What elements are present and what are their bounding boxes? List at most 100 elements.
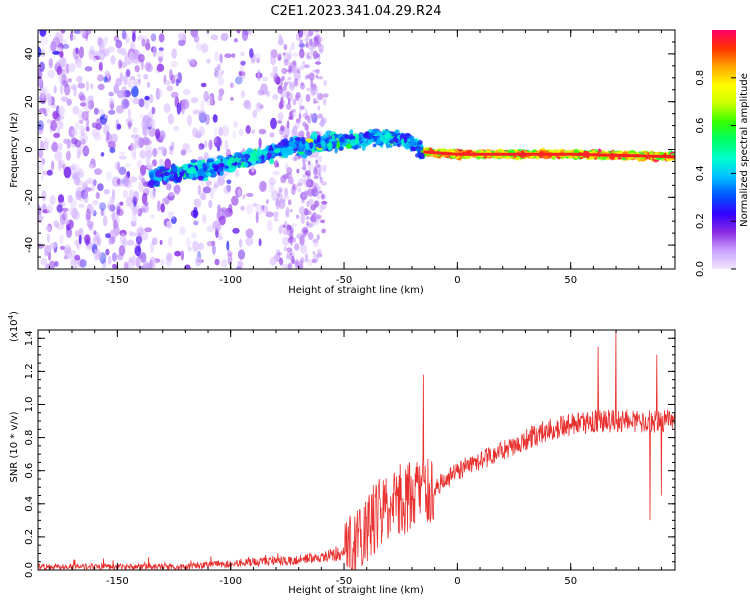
noise-blob	[190, 97, 199, 104]
signal-blob	[328, 138, 337, 142]
noise-blob	[242, 30, 251, 36]
noise-blob	[119, 155, 127, 160]
noise-blob	[186, 114, 193, 126]
noise-blob	[287, 76, 292, 81]
signal-blob	[358, 136, 363, 141]
noise-blob	[315, 74, 319, 79]
noise-blob	[135, 235, 143, 245]
noise-blob	[272, 66, 278, 74]
noise-blob	[222, 125, 230, 137]
noise-blob	[302, 60, 306, 66]
noise-blob	[168, 236, 173, 248]
x-tick-label: 0	[454, 275, 460, 286]
noise-blob	[95, 123, 102, 130]
noise-blob	[84, 234, 91, 245]
noise-blob	[315, 68, 320, 74]
noise-blob	[298, 104, 305, 110]
noise-blob	[146, 81, 151, 88]
noise-blob	[240, 51, 245, 57]
noise-blob	[299, 234, 305, 246]
noise-blob	[120, 47, 127, 56]
noise-blob	[127, 122, 133, 127]
noise-blob	[185, 237, 191, 249]
noise-blob	[139, 149, 147, 159]
noise-blob	[93, 179, 97, 187]
noise-blob	[300, 257, 305, 263]
signal-blob	[205, 172, 212, 177]
colorbar-tick-label: 0.4	[695, 165, 706, 181]
noise-blob	[208, 139, 213, 151]
noise-blob	[298, 37, 302, 41]
noise-blob	[72, 47, 80, 60]
colorbar-tick-label: 0.2	[695, 213, 706, 229]
noise-blob	[168, 211, 175, 216]
noise-blob	[119, 72, 124, 82]
noise-blob	[249, 48, 254, 59]
noise-blob	[77, 82, 86, 89]
noise-blob	[300, 82, 305, 90]
noise-blob	[169, 69, 173, 81]
noise-blob	[135, 256, 141, 269]
noise-blob	[232, 227, 240, 234]
noise-blob	[320, 193, 325, 200]
noise-blob	[312, 253, 319, 263]
noise-blob	[203, 186, 212, 194]
noise-blob	[145, 144, 152, 153]
noise-blob	[71, 128, 79, 137]
noise-blob	[57, 194, 65, 204]
signal-blob	[274, 144, 282, 149]
noise-blob	[212, 220, 221, 230]
noise-blob	[101, 119, 107, 125]
noise-blob	[116, 105, 124, 114]
y-tick-label: 0.0	[24, 562, 35, 578]
signal-blob	[202, 162, 207, 170]
noise-blob	[287, 262, 293, 269]
noise-blob	[79, 46, 84, 59]
noise-blob	[310, 78, 314, 85]
noise-blob	[107, 200, 115, 212]
noise-blob	[291, 183, 296, 189]
noise-blob	[221, 258, 228, 268]
noise-blob	[232, 130, 237, 139]
noise-blob	[210, 34, 219, 41]
signal-blob	[349, 139, 357, 147]
noise-blob	[156, 63, 165, 72]
noise-blob	[78, 125, 87, 131]
noise-blob	[285, 69, 292, 73]
noise-blob	[39, 30, 47, 37]
noise-blob	[292, 65, 299, 74]
noise-blob	[122, 33, 129, 39]
noise-blob	[303, 30, 307, 36]
noise-blob	[203, 140, 208, 149]
noise-blob	[144, 95, 150, 101]
noise-blob	[150, 118, 156, 129]
noise-blob	[321, 200, 328, 205]
signal-blob	[298, 151, 305, 155]
noise-blob	[296, 182, 303, 187]
spectrogram-axes: -150 -100 -50 0 50 -40 -20 0 20 40	[24, 29, 675, 286]
noise-blob	[143, 184, 147, 193]
noise-blob	[318, 36, 324, 43]
noise-blob	[240, 60, 246, 66]
signal-blob	[176, 169, 183, 173]
noise-blob	[59, 84, 64, 95]
noise-blob	[116, 161, 121, 172]
noise-blob	[304, 171, 308, 175]
signal-blob	[418, 152, 425, 159]
noise-blob	[246, 192, 254, 197]
noise-blob	[218, 88, 225, 96]
noise-blob	[278, 101, 284, 110]
noise-blob	[212, 137, 217, 144]
noise-blob	[270, 72, 275, 78]
noise-blob	[284, 220, 287, 226]
noise-blob	[299, 259, 304, 265]
noise-blob	[214, 50, 220, 62]
noise-blob	[310, 215, 317, 223]
noise-blob	[49, 260, 56, 269]
noise-blob	[302, 191, 308, 198]
signal-blob	[344, 134, 350, 140]
noise-blob	[251, 129, 256, 134]
signal-blob	[190, 159, 198, 163]
colorbar-gradient	[712, 30, 736, 269]
noise-blob	[278, 88, 282, 92]
